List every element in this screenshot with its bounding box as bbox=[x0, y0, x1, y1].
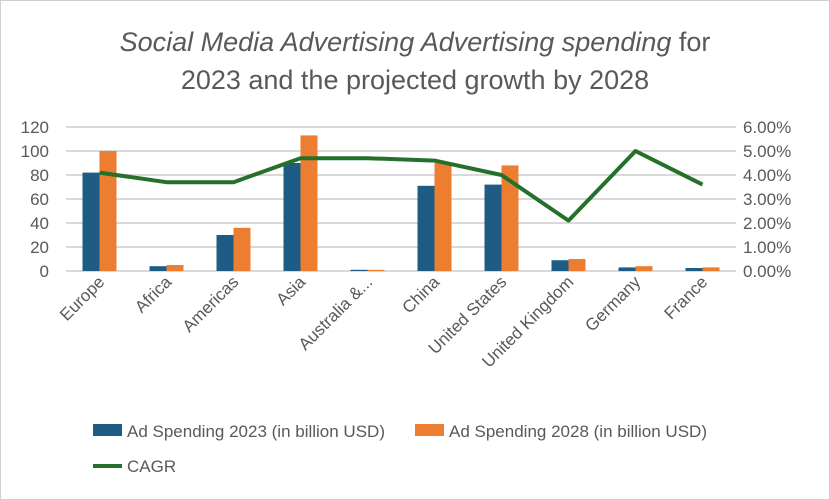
y2-tick-label: 1.00% bbox=[743, 238, 791, 257]
legend-label: Ad Spending 2028 (in billion USD) bbox=[449, 422, 707, 441]
x-tick-label: China bbox=[398, 272, 443, 317]
y-tick-label: 20 bbox=[30, 238, 49, 257]
bar-2028 bbox=[501, 165, 519, 271]
x-tick-label: Germany bbox=[581, 272, 644, 335]
legend-label: CAGR bbox=[127, 457, 176, 476]
x-tick-label: Europe bbox=[56, 272, 108, 324]
y-tick-label: 100 bbox=[21, 142, 49, 161]
bar-2028 bbox=[233, 227, 251, 271]
y-tick-label: 80 bbox=[30, 166, 49, 185]
bar-2023 bbox=[484, 184, 502, 271]
bar-2023 bbox=[283, 163, 301, 271]
bar-2028 bbox=[434, 163, 452, 271]
x-tick-label: Africa bbox=[131, 272, 176, 317]
bar-2028 bbox=[367, 269, 385, 271]
bar-2028 bbox=[568, 259, 586, 271]
bar-2028 bbox=[300, 135, 318, 271]
bar-2028 bbox=[702, 267, 720, 271]
bar-2028 bbox=[635, 266, 653, 271]
bar-2023 bbox=[82, 172, 100, 271]
y-tick-label: 0 bbox=[40, 262, 49, 281]
chart-title-line1: Social Media Advertising Advertising spe… bbox=[120, 27, 711, 57]
bar-2023 bbox=[350, 269, 368, 271]
y-tick-label: 60 bbox=[30, 190, 49, 209]
bar-2023 bbox=[618, 267, 636, 271]
y2-tick-label: 4.00% bbox=[743, 166, 791, 185]
y2-tick-label: 6.00% bbox=[743, 118, 791, 137]
legend-swatch bbox=[93, 424, 122, 436]
bar-2023 bbox=[216, 235, 234, 271]
bar-2028 bbox=[99, 151, 117, 271]
y2-tick-label: 3.00% bbox=[743, 190, 791, 209]
y2-tick-label: 0.00% bbox=[743, 262, 791, 281]
bar-2028 bbox=[166, 265, 184, 271]
y-tick-label: 120 bbox=[21, 118, 49, 137]
legend-swatch bbox=[415, 424, 444, 436]
legend-label: Ad Spending 2023 (in billion USD) bbox=[127, 422, 385, 441]
bar-2023 bbox=[149, 266, 167, 271]
y-tick-label: 40 bbox=[30, 214, 49, 233]
y2-tick-label: 2.00% bbox=[743, 214, 791, 233]
x-tick-label: Asia bbox=[273, 272, 310, 309]
x-tick-label: Americas bbox=[179, 272, 243, 336]
bar-2023 bbox=[417, 185, 435, 271]
cagr-line bbox=[99, 149, 704, 223]
x-tick-label: France bbox=[660, 272, 711, 323]
chart-title-line2: 2023 and the projected growth by 2028 bbox=[181, 65, 649, 95]
y2-tick-label: 5.00% bbox=[743, 142, 791, 161]
bar-2023 bbox=[551, 260, 569, 271]
bar-2023 bbox=[685, 268, 703, 271]
